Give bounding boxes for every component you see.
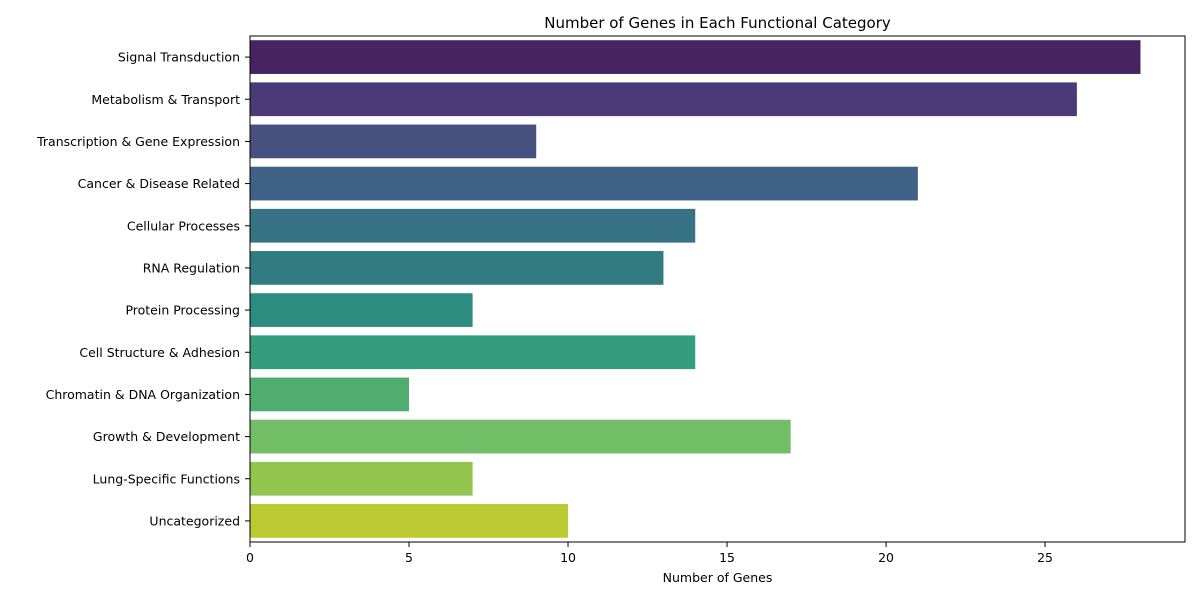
x-axis: 0 5 10 15 20 25 (246, 542, 1053, 565)
y-tick-label-signal-transduction: Signal Transduction (118, 50, 240, 65)
y-tick-label-transcription-gene-expression: Transcription & Gene Expression (36, 134, 240, 149)
y-tick-label-cellular-processes: Cellular Processes (127, 218, 240, 233)
x-tick-label-20: 20 (878, 550, 894, 565)
y-tick-label-rna-regulation: RNA Regulation (143, 260, 240, 275)
y-tick-label-lung-specific-functions: Lung-Specific Functions (93, 471, 240, 486)
bar-cellular-processes (250, 208, 696, 243)
y-tick-label-cancer-disease-related: Cancer & Disease Related (78, 176, 240, 191)
y-tick-label-metabolism-transport: Metabolism & Transport (91, 92, 240, 107)
bar-lung-specific-functions (250, 461, 473, 496)
plot-frame (249, 35, 1186, 543)
bar-cancer-disease-related (250, 166, 918, 201)
x-tick-label-10: 10 (560, 550, 576, 565)
bar-cell-structure-adhesion (250, 335, 696, 370)
y-axis: Signal Transduction Metabolism & Transpor… (36, 50, 250, 528)
x-tick-label-15: 15 (719, 550, 735, 565)
x-tick-label-0: 0 (246, 550, 254, 565)
bar-metabolism-transport (250, 82, 1077, 117)
x-axis-title: Number of Genes (663, 570, 773, 585)
y-tick-label-uncategorized: Uncategorized (149, 513, 240, 528)
y-tick-label-chromatin-dna-organization: Chromatin & DNA Organization (46, 387, 240, 402)
bar-chromatin-dna-organization (250, 377, 410, 412)
x-tick-label-5: 5 (405, 550, 413, 565)
y-tick-label-growth-development: Growth & Development (93, 429, 240, 444)
bars-layer (250, 40, 1141, 538)
bar-rna-regulation (250, 251, 664, 285)
bar-growth-development (250, 419, 791, 454)
y-tick-label-cell-structure-adhesion: Cell Structure & Adhesion (79, 345, 240, 360)
bar-protein-processing (250, 293, 473, 327)
x-tick-label-25: 25 (1037, 550, 1053, 565)
bar-uncategorized (250, 504, 569, 538)
bar-signal-transduction (250, 40, 1141, 74)
y-tick-label-protein-processing: Protein Processing (125, 303, 240, 318)
bar-transcription-gene-expression (250, 124, 537, 159)
chart-title: Number of Genes in Each Functional Categ… (544, 14, 891, 32)
